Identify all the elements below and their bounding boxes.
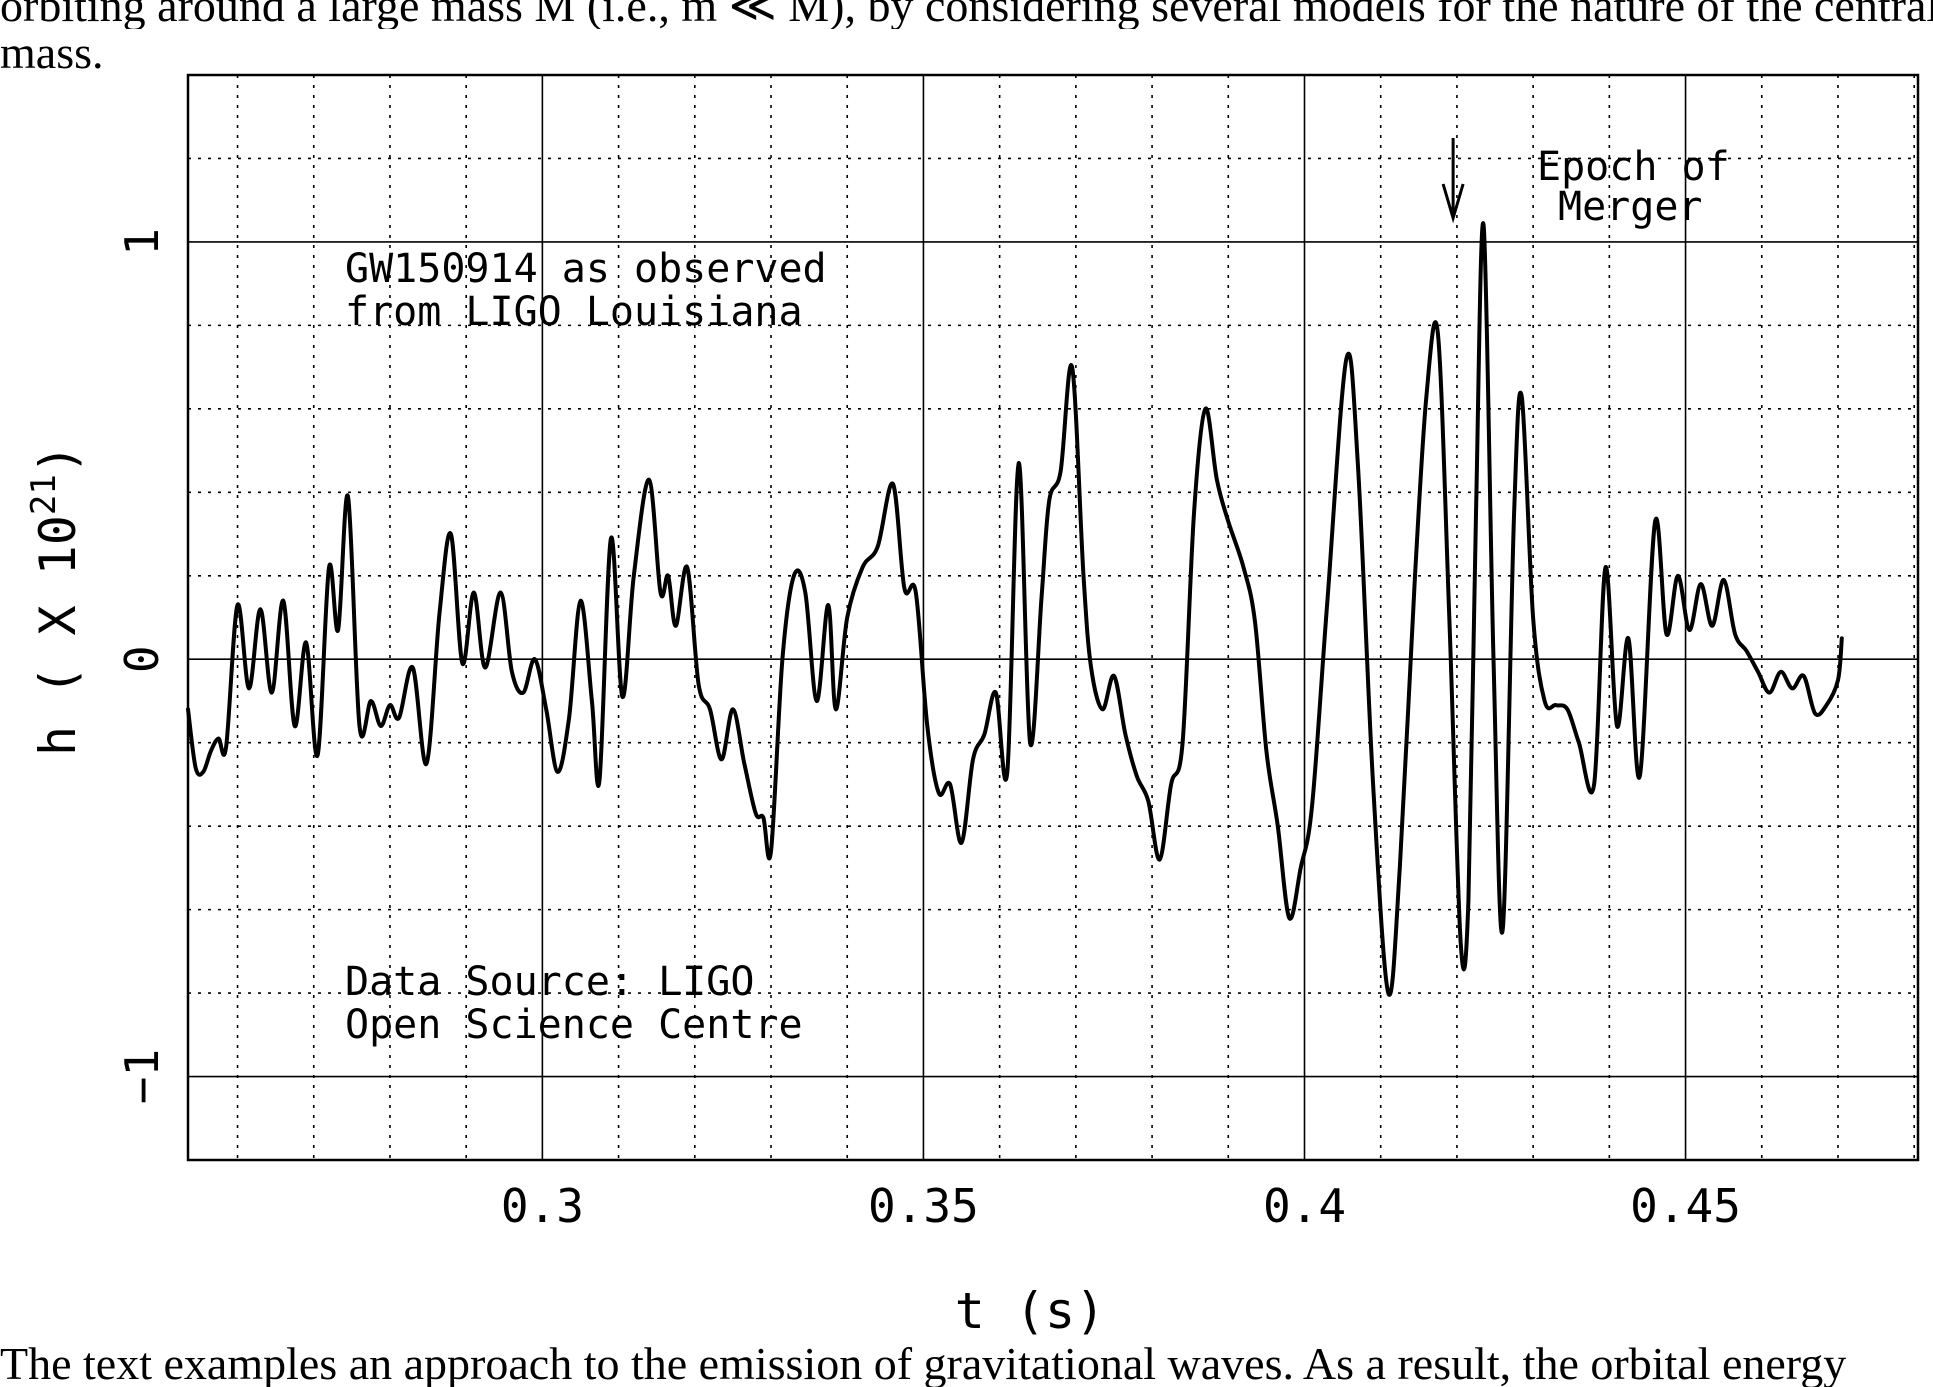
x-axis-label: t (s) (955, 1282, 1106, 1340)
source-annotation-line2: Open Science Centre (345, 1002, 803, 1048)
chart-labels: t (s) h ( X 1021) GW150914 as observed f… (24, 144, 1741, 1340)
merger-annotation-line1: Epoch of (1537, 144, 1730, 190)
plot-frame (186, 73, 1920, 1162)
event-annotation-line2: from LIGO Louisiana (345, 289, 803, 335)
strain-line (186, 221, 1844, 997)
chart-series (186, 138, 1844, 997)
y-axis-label-suffix: ) (29, 444, 87, 474)
source-annotation-line1: Data Source: LIGO (345, 959, 754, 1005)
x-tick-label: 0.3 (501, 1179, 584, 1233)
x-tick-label: 0.35 (868, 1179, 979, 1233)
x-tick-label: 0.4 (1263, 1179, 1346, 1233)
y-axis-label-prefix: h ( X 10 (29, 515, 87, 756)
y-tick-label: 1 (115, 228, 169, 256)
event-annotation-line1: GW150914 as observed (345, 246, 827, 292)
y-axis-label-exponent: 21 (24, 474, 64, 515)
body-text-top: orbiting around a large mass M (i.e., m … (0, 0, 1933, 29)
y-axis-label: h ( X 1021) (24, 444, 87, 756)
body-text-top-continued: mass. (0, 30, 104, 76)
chart-axes (186, 73, 1920, 1162)
merger-annotation-line2: Merger (1558, 184, 1703, 230)
y-tick-label: 0 (115, 645, 169, 673)
merger-arrow-head (1441, 183, 1465, 224)
y-tick-label: −1 (115, 1049, 169, 1104)
x-tick-label: 0.45 (1630, 1179, 1741, 1233)
